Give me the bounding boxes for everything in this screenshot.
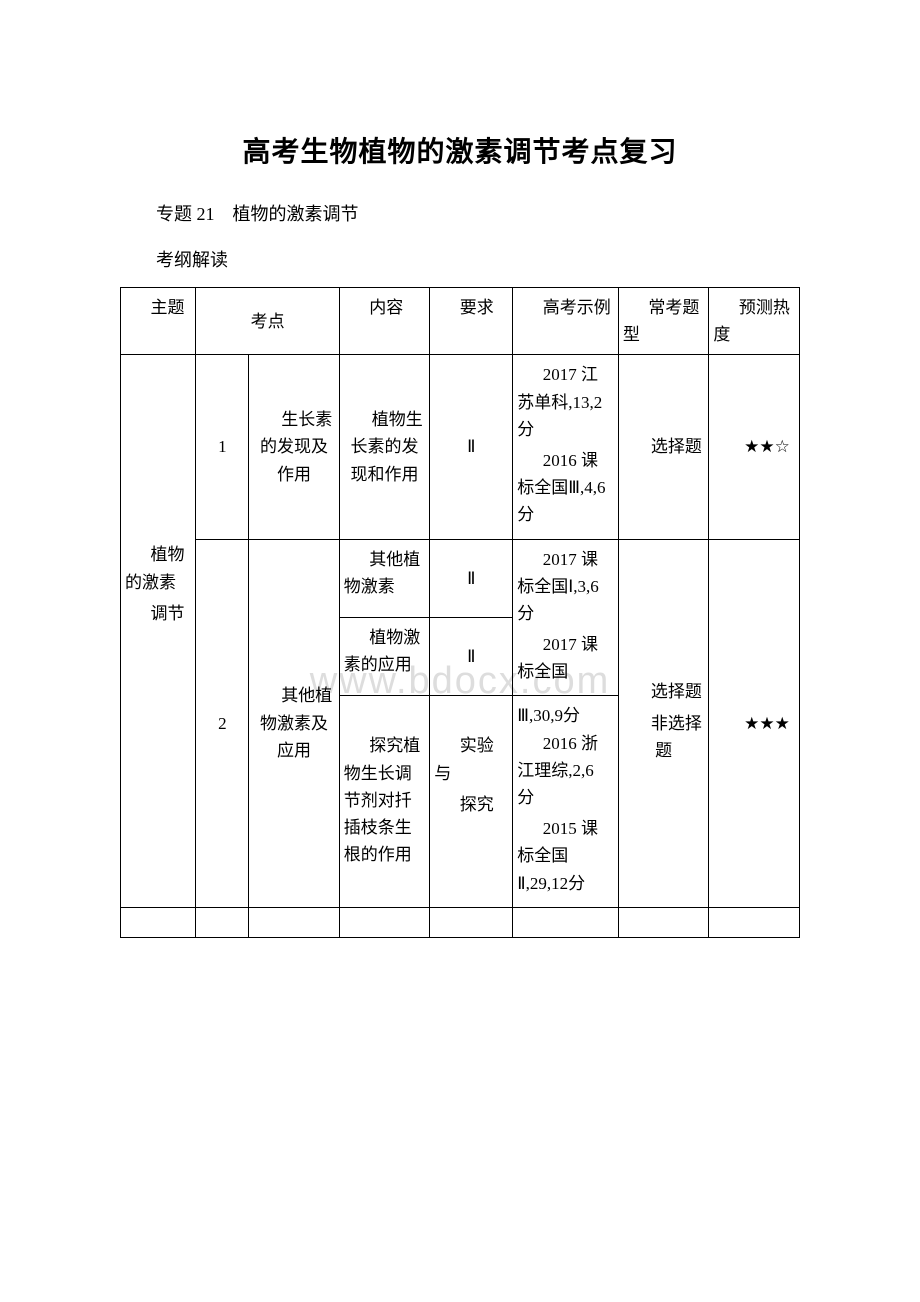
row1-num: 1	[196, 355, 249, 539]
row1-neirong: 植物生长素的发现和作用	[339, 355, 430, 539]
subtitle-text: 专题 21 植物的激素调节	[120, 200, 800, 226]
row1-redu: ★★☆	[709, 355, 800, 539]
empty-cell	[121, 907, 196, 937]
row1-shili: 2017 江苏单科,13,2 分 2016 课标全国Ⅲ,4,6分	[513, 355, 619, 539]
empty-cell	[339, 907, 430, 937]
table-row: 2 其他植物激素及应用 其他植物激素 Ⅱ 2017 课标全国Ⅰ,3,6 分 20…	[121, 539, 800, 617]
row2-redu: ★★★	[709, 539, 800, 907]
row2ab-shili: 2017 课标全国Ⅰ,3,6 分 2017 课标全国	[513, 539, 619, 696]
empty-cell	[196, 907, 249, 937]
row1-tixing: 选择题	[618, 355, 709, 539]
header-yaoqiu: 要求	[430, 288, 513, 355]
header-kaodian: 考点	[196, 288, 339, 355]
table-row: 植物的激素 调节 1 生长素的发现及作用 植物生长素的发现和作用 Ⅱ 2017 …	[121, 355, 800, 539]
row2b-neirong: 植物激素的应用	[339, 617, 430, 695]
header-neirong: 内容	[339, 288, 430, 355]
page-title: 高考生物植物的激素调节考点复习	[120, 130, 800, 170]
empty-cell	[709, 907, 800, 937]
row2a-neirong: 其他植物激素	[339, 539, 430, 617]
row2c-yaoqiu: 实验与 探究	[430, 696, 513, 907]
header-tixing: 常考题型	[618, 288, 709, 355]
row2c-shili: Ⅲ,30,9分 2016 浙江理综,2,6 分 2015 课标全国Ⅱ,29,12…	[513, 696, 619, 907]
row2-tixing: 选择题 非选择题	[618, 539, 709, 907]
section-label: 考纲解读	[120, 246, 800, 272]
header-topic: 主题	[121, 288, 196, 355]
row2a-yaoqiu: Ⅱ	[430, 539, 513, 617]
row2b-yaoqiu: Ⅱ	[430, 617, 513, 695]
table-row-empty	[121, 907, 800, 937]
empty-cell	[430, 907, 513, 937]
row2c-neirong: 探究植物生长调节剂对扦插枝条生根的作用	[339, 696, 430, 907]
row1-kaodian: 生长素的发现及作用	[249, 355, 340, 539]
table-header-row: 主题 考点 内容 要求 高考示例 常考题型 预测热度	[121, 288, 800, 355]
empty-cell	[513, 907, 619, 937]
empty-cell	[249, 907, 340, 937]
document-content: 高考生物植物的激素调节考点复习 专题 21 植物的激素调节 考纲解读 主题 考点…	[120, 130, 800, 938]
row2-num: 2	[196, 539, 249, 907]
row2-kaodian: 其他植物激素及应用	[249, 539, 340, 907]
header-shili: 高考示例	[513, 288, 619, 355]
row1-yaoqiu: Ⅱ	[430, 355, 513, 539]
header-redu: 预测热度	[709, 288, 800, 355]
empty-cell	[618, 907, 709, 937]
exam-outline-table: 主题 考点 内容 要求 高考示例 常考题型 预测热度 植物的激素 调节 1 生长…	[120, 287, 800, 938]
topic-cell: 植物的激素 调节	[121, 355, 196, 907]
